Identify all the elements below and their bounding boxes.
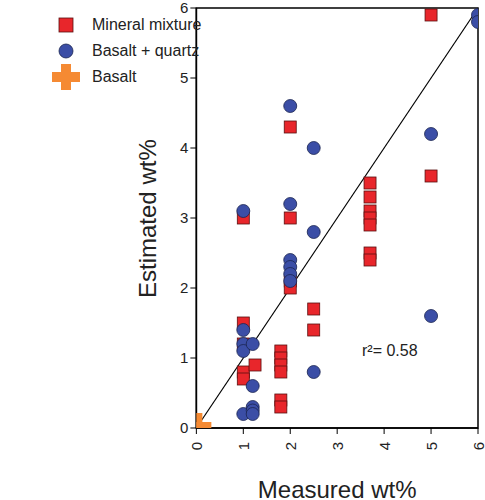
svg-text:2: 2 (180, 279, 188, 296)
svg-text:5: 5 (180, 69, 188, 86)
html-text:Mineral mixture: Mineral mixture (92, 16, 202, 33)
html-text:Basalt: Basalt (92, 68, 137, 85)
svg-text:4: 4 (376, 442, 393, 450)
svg-text:5: 5 (423, 442, 440, 450)
svg-text:4: 4 (180, 139, 188, 156)
svg-text:2: 2 (282, 442, 299, 450)
svg-text:3: 3 (180, 209, 188, 226)
svg-text:3: 3 (329, 442, 346, 450)
html-text:r²= 0.58: r²= 0.58 (362, 342, 418, 359)
svg-text:Estimated wt%: Estimated wt% (134, 139, 161, 298)
html-text:Basalt + quartz: Basalt + quartz (92, 42, 200, 59)
svg-text:1: 1 (235, 442, 252, 450)
svg-text:6: 6 (180, 0, 188, 16)
svg-text:0: 0 (180, 419, 188, 436)
svg-text:0: 0 (188, 442, 205, 450)
svg-text:1: 1 (180, 349, 188, 366)
svg-text:6: 6 (470, 442, 478, 450)
svg-text:Measured wt%: Measured wt% (258, 476, 417, 500)
